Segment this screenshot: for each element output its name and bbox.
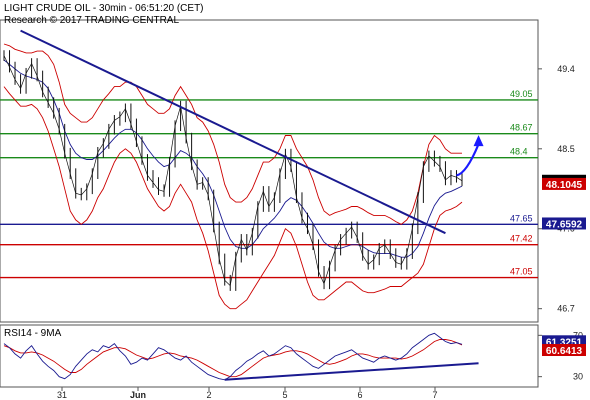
trendline [20,29,446,235]
bollinger-channels [3,43,463,310]
rsi-ma-line [3,339,463,378]
price-tag-box-1 [542,177,586,190]
rsi-tag-label-0: 61.3251 [546,337,583,348]
rsi-title: RSI14 - 9MA [4,328,62,339]
price-line [3,55,463,287]
level-label-0: 49.05 [510,89,533,99]
level-label-4: 47.42 [510,234,533,244]
time-tick-label-0: 31 [57,390,67,400]
level-label-5: 47.05 [510,267,533,277]
rsi-tag-label-1: 60.6413 [546,346,583,357]
level-label-3: 47.65 [510,213,533,223]
forecast-arrow-head [473,135,484,147]
price-tick-label-3: 46.7 [557,304,575,314]
level-label-2: 48.4 [510,147,528,157]
time-tick-label-2: 2 [206,390,211,400]
rsi-tick-label-1: 30 [573,372,583,382]
time-tick-label-3: 5 [282,390,287,400]
channel-line-0 [3,43,462,225]
rsi-trendline [224,362,479,381]
price-tick-label-1: 48.5 [557,144,575,154]
forecast-arrow-shaft [456,143,480,177]
time-tick-label-5: 7 [432,390,437,400]
time-tick-label-1: Jun [130,390,146,400]
level-label-1: 48.67 [510,123,533,133]
price-panel-frame [0,19,539,323]
channel-line-1 [3,86,463,310]
rsi-panel-frame [0,324,539,388]
time-axis: 31 Jun 2 5 6 7 [57,387,438,400]
price-tag-label-2: 47.6592 [546,219,583,230]
channel-line-2 [3,59,463,258]
price-tag-label-1: 48.1045 [546,180,583,191]
price-series [3,50,463,291]
chart-title: LIGHT CRUDE OIL - 30min - 06:51:20 (CET) [4,3,204,14]
rsi-series [3,332,463,381]
rsi-tag-box-1 [542,344,586,357]
rsi-trendline-segment [224,362,479,381]
chart-subtitle: Research © 2017 TRADING CENTRAL [4,15,179,26]
rsi-line [3,332,463,381]
trendline-segment [20,29,446,235]
forecast-arrow [456,135,484,177]
price-tag-box-2 [542,217,586,230]
time-tick-label-4: 6 [357,390,362,400]
price-panel: LIGHT CRUDE OIL - 30min - 06:51:20 (CET)… [0,3,586,323]
price-tick-label-0: 49.4 [557,64,575,74]
level-lines: 49.05 48.67 48.4 47.65 47.42 47.05 [0,89,538,279]
